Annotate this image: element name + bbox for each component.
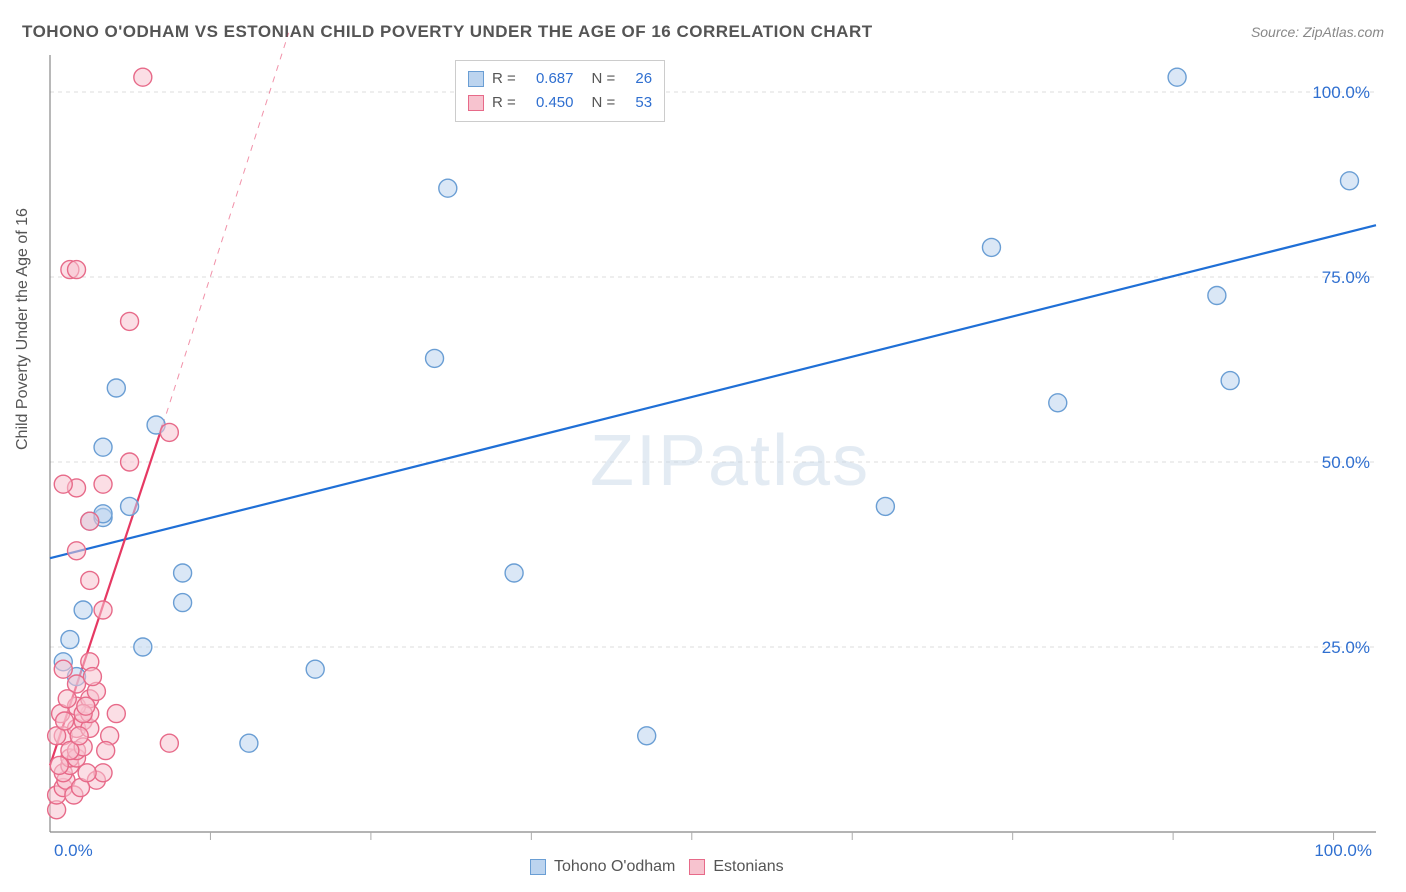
- n-label: N =: [591, 67, 615, 91]
- svg-text:0.0%: 0.0%: [54, 841, 93, 860]
- scatter-plot: 25.0% 50.0% 75.0% 100.0% 0.0% 100.0%: [0, 0, 1406, 892]
- legend-swatch: [468, 95, 484, 111]
- svg-text:100.0%: 100.0%: [1314, 841, 1372, 860]
- svg-text:75.0%: 75.0%: [1322, 268, 1370, 287]
- legend-swatch: [689, 859, 705, 875]
- legend-series-label: Estonians: [713, 858, 783, 876]
- r-label: R =: [492, 67, 516, 91]
- svg-text:50.0%: 50.0%: [1322, 453, 1370, 472]
- r-value: 0.450: [536, 91, 574, 115]
- svg-text:25.0%: 25.0%: [1322, 638, 1370, 657]
- r-label: R =: [492, 91, 516, 115]
- legend-correlation-row: R = 0.687 N = 26: [468, 67, 652, 91]
- n-value: 26: [635, 67, 652, 91]
- legend-swatch: [468, 71, 484, 87]
- chart-container: TOHONO O'ODHAM VS ESTONIAN CHILD POVERTY…: [0, 0, 1406, 892]
- r-value: 0.687: [536, 67, 574, 91]
- svg-text:100.0%: 100.0%: [1312, 83, 1370, 102]
- legend-swatch: [530, 859, 546, 875]
- series-legend: Tohono O'odham Estonians: [530, 858, 784, 876]
- correlation-legend: R = 0.687 N = 26 R = 0.450 N = 53: [455, 60, 665, 122]
- legend-series-label: Tohono O'odham: [554, 858, 675, 876]
- legend-series-item: Estonians: [689, 858, 783, 876]
- legend-correlation-row: R = 0.450 N = 53: [468, 91, 652, 115]
- legend-series-item: Tohono O'odham: [530, 858, 675, 876]
- n-value: 53: [635, 91, 652, 115]
- n-label: N =: [591, 91, 615, 115]
